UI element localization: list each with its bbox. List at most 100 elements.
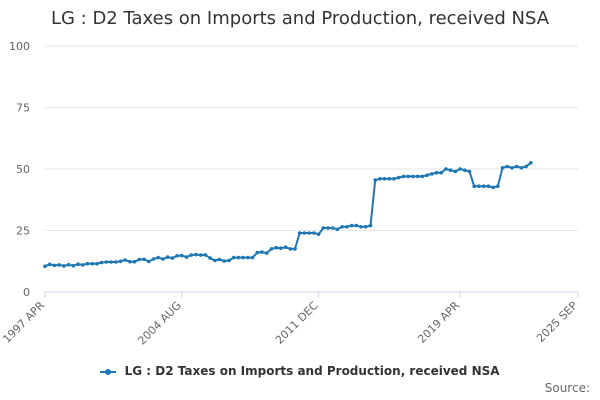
data-point [255, 250, 260, 255]
data-point [529, 161, 533, 165]
data-point [104, 260, 109, 264]
x-axis [44, 291, 579, 298]
y-tick-label-25: 25 [16, 225, 30, 238]
data-point [47, 262, 52, 267]
data-point [208, 256, 212, 260]
x-tick-label-1: 2004 AUG [135, 299, 184, 348]
data-point [57, 263, 61, 267]
y-axis-tick-labels: 0 25 50 75 100 [9, 40, 30, 299]
data-point [524, 164, 528, 169]
data-point [175, 254, 179, 258]
data-point [109, 260, 113, 264]
data-point [189, 253, 193, 257]
data-point [170, 256, 175, 260]
data-point [472, 184, 477, 188]
data-point [397, 175, 401, 180]
data-point [180, 253, 184, 258]
x-tick-label-4: 2025 SEP [534, 299, 580, 345]
y-tick-label-100: 100 [9, 40, 30, 53]
data-point [279, 246, 283, 250]
data-point [387, 177, 392, 181]
data-point [326, 226, 330, 230]
data-point [354, 223, 359, 228]
data-point [491, 185, 495, 190]
legend[interactable]: LG : D2 Taxes on Imports and Production,… [0, 364, 600, 378]
data-point [425, 173, 429, 177]
data-point [213, 258, 217, 263]
data-point [246, 255, 250, 260]
legend-swatch-icon [100, 367, 117, 377]
data-point [500, 166, 505, 170]
data-point [458, 167, 462, 171]
data-point [137, 257, 142, 262]
data-point [373, 178, 378, 182]
data-point [151, 257, 156, 261]
data-point [293, 247, 297, 251]
data-point [283, 245, 288, 249]
data-point [453, 169, 458, 174]
data-point [297, 231, 302, 235]
data-point [434, 170, 439, 175]
data-point [128, 259, 132, 264]
data-point [236, 255, 241, 260]
data-point [99, 260, 104, 265]
data-point [274, 245, 278, 250]
data-point [382, 177, 387, 181]
data-point [165, 255, 170, 259]
y-tick-label-50: 50 [16, 163, 30, 176]
data-point [439, 170, 444, 175]
data-point [392, 177, 396, 181]
data-point [203, 253, 208, 257]
data-point [184, 255, 189, 259]
data-point [505, 164, 510, 169]
data-point [448, 168, 453, 172]
data-point [71, 263, 76, 268]
data-point [406, 174, 411, 179]
data-point [90, 261, 94, 266]
data-point [316, 232, 321, 236]
data-point [123, 258, 127, 262]
data-point [345, 225, 349, 229]
data-point [147, 259, 151, 264]
data-point [444, 167, 448, 171]
data-point [114, 260, 118, 264]
data-point [62, 264, 66, 268]
data-point [302, 231, 307, 235]
x-axis-tick-labels: 1997 APR 2004 AUG 2011 DEC 2019 APR 2025 SEP [0, 299, 580, 348]
data-point [340, 225, 345, 229]
data-point [260, 250, 264, 254]
y-tick-label-75: 75 [16, 102, 30, 115]
data-point [95, 261, 99, 266]
data-point [288, 247, 293, 251]
data-point [80, 263, 85, 267]
data-point [222, 259, 226, 263]
x-tick-label-2: 2011 DEC [273, 299, 321, 347]
data-point [307, 231, 311, 235]
data-point [481, 184, 486, 188]
data-point [118, 259, 123, 264]
data-point [510, 166, 514, 170]
data-point [76, 262, 80, 267]
data-point [330, 226, 335, 230]
data-point [231, 255, 236, 260]
data-point [227, 258, 231, 263]
data-point [415, 174, 420, 179]
data-point [217, 257, 222, 262]
data-point [161, 257, 165, 261]
data-point [132, 259, 137, 264]
data-point [156, 255, 160, 260]
data-point [335, 227, 340, 232]
data-point [496, 184, 500, 188]
data-point [264, 251, 269, 255]
data-point [321, 226, 326, 230]
data-point [85, 261, 90, 266]
data-point [401, 174, 406, 179]
data-point [250, 255, 255, 260]
data-point [411, 174, 415, 179]
data-point [430, 172, 434, 176]
data-point [359, 225, 363, 229]
legend-swatch-marker [105, 368, 112, 375]
data-point [363, 225, 368, 229]
data-point [142, 257, 146, 262]
